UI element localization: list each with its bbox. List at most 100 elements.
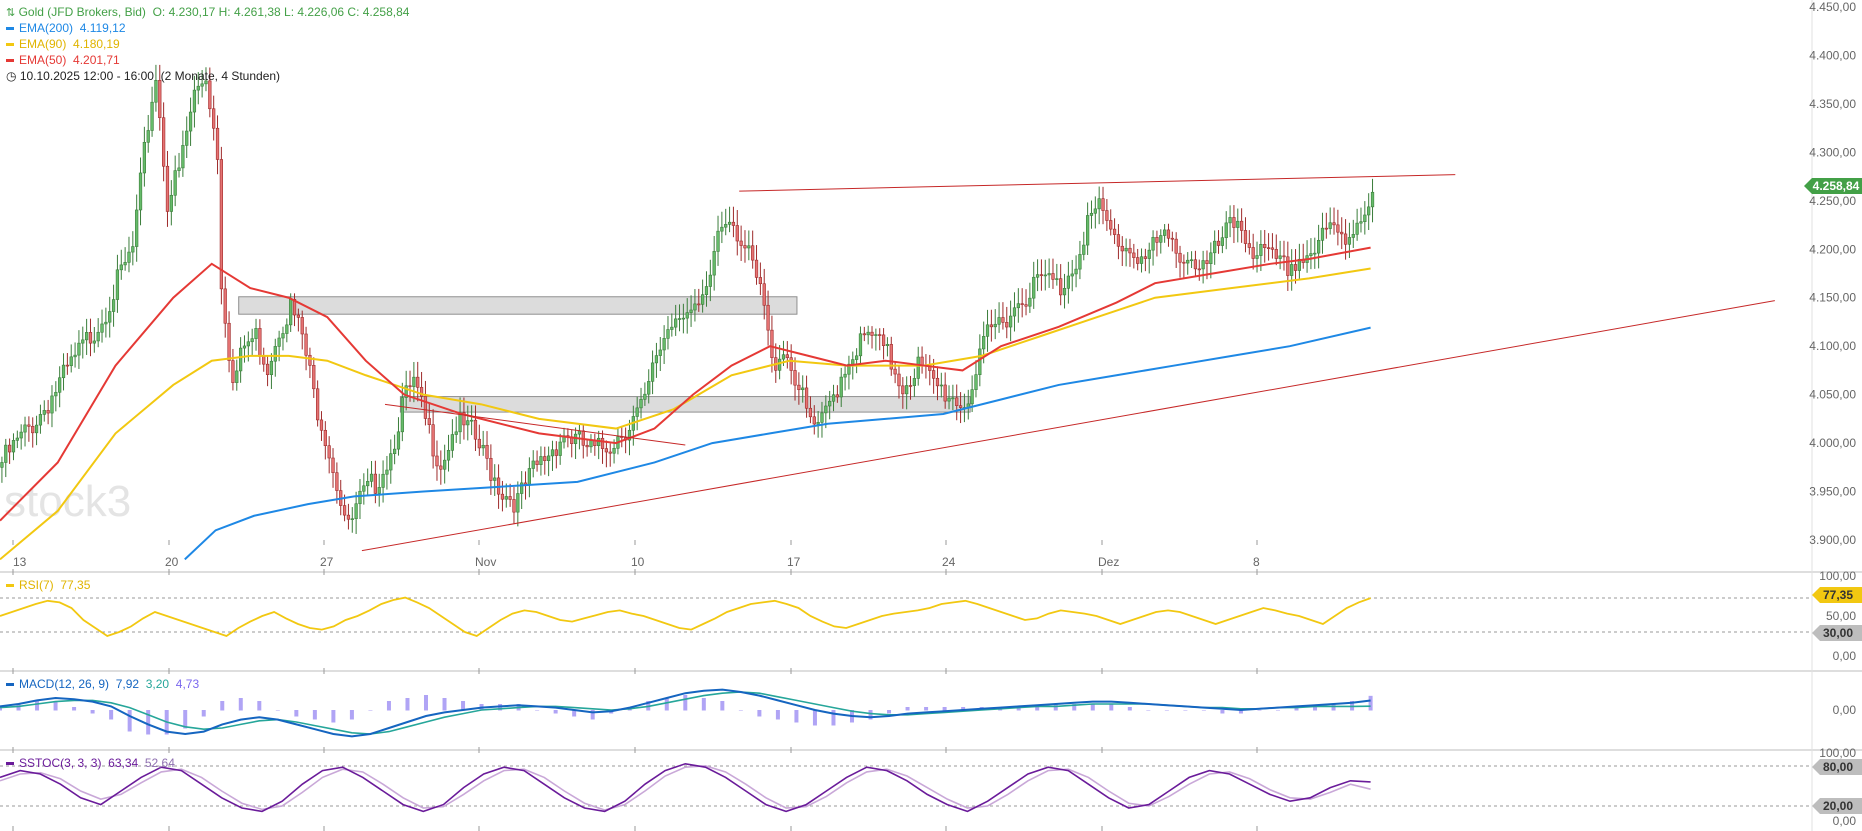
candle-body [204, 80, 208, 85]
trendline [739, 174, 1456, 192]
macd-value-2: 3,20 [145, 677, 170, 691]
candle-body [485, 444, 489, 459]
macd-histogram-bar [887, 710, 892, 714]
candle-body [331, 457, 335, 473]
ema50-label: EMA(50) [19, 53, 67, 67]
rsi-value-badge: 77,35 [1812, 587, 1862, 603]
candle-body [793, 370, 797, 386]
macd-line [0, 688, 1371, 738]
candle-body [73, 354, 77, 358]
ema90-label: EMA(90) [19, 37, 67, 51]
candle-body [1028, 297, 1032, 307]
ema50-swatch [6, 59, 14, 63]
sstoc-level-badge-20: 20,00 [1812, 798, 1862, 814]
macd-histogram-bar [757, 710, 762, 717]
candle-body [412, 376, 416, 388]
candle-body [939, 384, 943, 387]
candle-body [269, 360, 274, 375]
macd-histogram-bar [461, 701, 466, 711]
candle-body [231, 360, 235, 383]
macd-histogram-bar [53, 701, 58, 711]
candle-body [1097, 198, 1101, 210]
macd-histogram-bar [812, 710, 817, 726]
candle-body [739, 240, 743, 246]
candle-body [758, 277, 762, 285]
candle-body [881, 334, 886, 346]
sstoc-axis-100: 100,00 [1819, 746, 1856, 760]
candle-body [531, 460, 535, 469]
candle-body [931, 370, 936, 379]
candle-body [1336, 224, 1340, 233]
candle-body [1251, 247, 1255, 259]
candle-body [1247, 243, 1251, 248]
macd-histogram-bar [405, 698, 410, 711]
ema200-label: EMA(200) [19, 21, 74, 35]
macd-histogram-bar [1368, 695, 1373, 711]
candle-body [716, 230, 720, 252]
candle-body [27, 424, 31, 427]
macd-histogram-bar [1294, 707, 1299, 711]
candle-body [1039, 274, 1044, 276]
macd-histogram-bar [275, 710, 280, 711]
candle-body [689, 309, 693, 313]
candle-body [450, 434, 454, 451]
candle-body [250, 338, 254, 343]
candle-body [131, 246, 135, 253]
candle-body [262, 356, 266, 365]
candle-body [777, 358, 782, 371]
macd-histogram-bar [183, 710, 188, 729]
macd-histogram-bar [146, 710, 151, 735]
candle-body [747, 245, 751, 249]
candle-body [400, 397, 404, 433]
candle-body [712, 251, 716, 276]
candle-body [92, 340, 96, 344]
candle-body [670, 326, 674, 330]
candle-body [870, 331, 874, 336]
candle-body [150, 101, 154, 131]
candle-body [11, 440, 16, 453]
candle-body [135, 209, 139, 247]
svg-text:30,00: 30,00 [1823, 626, 1853, 640]
candle-body [1043, 274, 1047, 277]
resistance-zone [238, 296, 798, 315]
candle-body [735, 225, 739, 242]
candle-body [1313, 252, 1317, 255]
macd-histogram-bar [220, 701, 225, 711]
x-axis-label: Nov [475, 555, 496, 569]
candle-body [239, 347, 243, 372]
price-axis-label: 4.000,00 [1809, 436, 1856, 450]
candle-body [700, 294, 705, 305]
candle-body [419, 387, 424, 397]
candle-body [42, 410, 46, 415]
candle-body [1174, 238, 1178, 254]
candle-body [369, 473, 374, 482]
legend-ema200: EMA(200) 4.119,12 [6, 21, 126, 35]
candle-body [504, 496, 508, 500]
candle-body [1228, 217, 1232, 224]
candle-body [158, 80, 162, 119]
candle-body [431, 424, 435, 457]
price-axis-label: 4.400,00 [1809, 48, 1856, 62]
x-axis-label: 17 [787, 555, 801, 569]
candle-body [600, 437, 605, 449]
macd-legend: MACD(12, 26, 9) 7,92 3,20 4,73 [6, 677, 199, 691]
candle-body [85, 332, 89, 341]
candle-body [685, 312, 689, 319]
rsi-line [0, 596, 1371, 637]
ohlc-values: O: 4.230,17 H: 4.261,38 L: 4.226,06 C: 4… [152, 5, 410, 19]
candle-body [300, 317, 304, 335]
candle-body [111, 299, 116, 312]
macd-histogram-bar [720, 701, 725, 711]
legend-ema90: EMA(90) 4.180,19 [6, 37, 120, 51]
candle-body [658, 349, 662, 356]
rsi-level-badge: 30,00 [1812, 625, 1862, 641]
price-axis-label: 4.350,00 [1809, 97, 1856, 111]
ema50-value: 4.201,71 [73, 53, 120, 67]
x-axis-label: 20 [165, 555, 179, 569]
candle-body [893, 368, 897, 375]
candle-body [169, 194, 173, 212]
candle-body [327, 445, 331, 459]
candle-body [955, 397, 959, 406]
candle-body [804, 387, 809, 409]
candle-body [789, 357, 793, 371]
